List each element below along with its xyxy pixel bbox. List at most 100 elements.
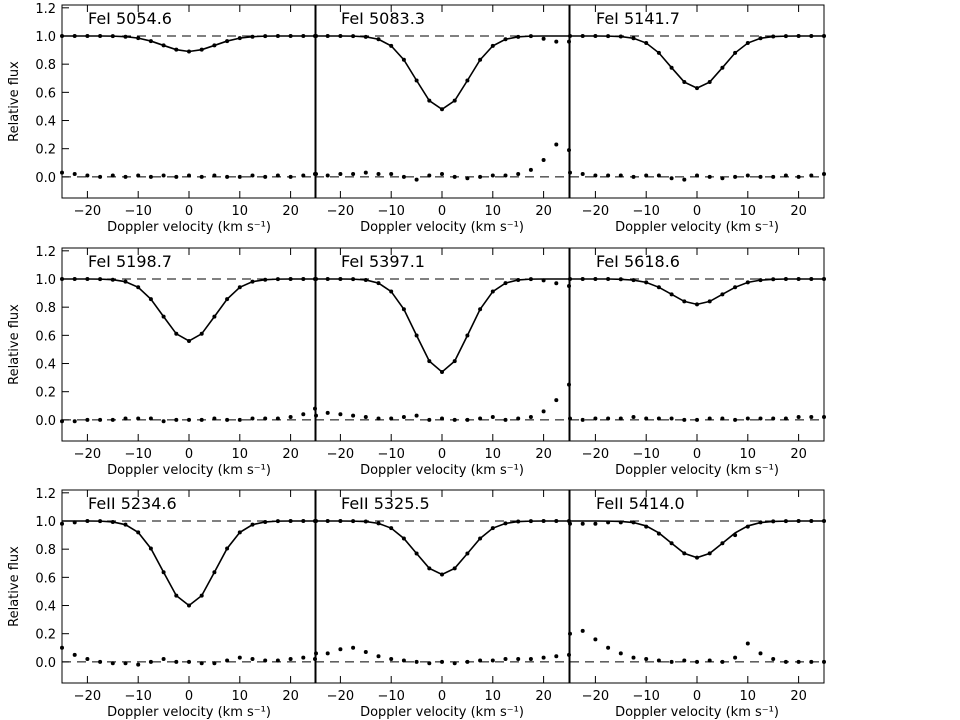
data-point bbox=[452, 661, 457, 666]
data-point bbox=[440, 659, 444, 664]
data-point bbox=[796, 276, 801, 281]
data-point bbox=[771, 174, 776, 179]
data-point bbox=[631, 520, 636, 525]
x-tick-label: 0 bbox=[185, 447, 193, 462]
data-point bbox=[452, 359, 457, 364]
data-point bbox=[669, 65, 674, 70]
data-point bbox=[490, 526, 495, 531]
data-point bbox=[98, 659, 103, 664]
x-tick-label: 10 bbox=[740, 204, 757, 219]
data-point bbox=[478, 57, 483, 62]
data-point bbox=[478, 307, 483, 312]
data-point bbox=[351, 172, 356, 177]
data-point bbox=[593, 173, 598, 178]
data-point bbox=[427, 173, 432, 178]
data-point bbox=[465, 333, 470, 338]
data-point bbox=[250, 173, 255, 178]
data-point bbox=[351, 645, 356, 650]
data-point bbox=[60, 33, 64, 38]
x-tick-label: −10 bbox=[124, 689, 151, 704]
data-point bbox=[631, 174, 636, 179]
data-point bbox=[401, 57, 406, 62]
data-point bbox=[809, 276, 814, 281]
data-point bbox=[313, 406, 317, 411]
data-point bbox=[440, 107, 444, 112]
x-tick-label: 0 bbox=[438, 689, 446, 704]
data-point bbox=[452, 174, 457, 179]
data-point bbox=[516, 416, 521, 421]
data-point bbox=[85, 33, 90, 38]
data-point bbox=[351, 413, 356, 418]
data-point bbox=[110, 277, 115, 282]
data-point bbox=[301, 173, 306, 178]
y-tick-label: 1.0 bbox=[35, 273, 56, 288]
data-point bbox=[148, 546, 153, 551]
x-tick-label: −10 bbox=[377, 204, 404, 219]
data-point bbox=[401, 307, 406, 312]
data-point bbox=[414, 551, 419, 556]
data-point bbox=[148, 297, 153, 302]
data-point bbox=[275, 33, 280, 38]
data-point bbox=[110, 661, 115, 666]
data-point bbox=[516, 172, 521, 177]
data-point bbox=[695, 555, 699, 560]
data-point bbox=[707, 658, 712, 663]
data-point bbox=[796, 659, 801, 664]
data-point bbox=[809, 415, 814, 420]
data-point bbox=[490, 173, 495, 178]
data-point bbox=[618, 520, 623, 525]
y-tick-label: 0.2 bbox=[35, 386, 56, 401]
data-point bbox=[325, 276, 330, 281]
x-tick-label: 0 bbox=[693, 204, 701, 219]
data-point bbox=[237, 655, 242, 660]
data-point bbox=[427, 661, 432, 666]
data-point bbox=[263, 416, 268, 421]
data-point bbox=[250, 416, 255, 421]
model-line bbox=[62, 35, 316, 53]
data-point bbox=[707, 551, 712, 556]
data-point bbox=[796, 33, 801, 38]
data-point bbox=[136, 285, 141, 290]
data-point bbox=[301, 655, 306, 660]
data-point bbox=[796, 518, 801, 523]
plot-frame bbox=[569, 489, 825, 684]
data-point bbox=[503, 657, 508, 662]
data-point bbox=[98, 174, 103, 179]
data-point bbox=[237, 285, 242, 290]
panel-title: FeII 5414.0 bbox=[596, 494, 685, 513]
x-tick-label: 0 bbox=[438, 447, 446, 462]
data-point bbox=[503, 281, 508, 286]
data-point bbox=[682, 80, 687, 85]
data-point bbox=[414, 78, 419, 83]
data-point bbox=[593, 637, 598, 642]
x-axis-label: Doppler velocity (km s⁻¹) bbox=[615, 705, 779, 720]
data-point bbox=[669, 176, 674, 181]
model-line bbox=[570, 278, 824, 306]
data-point bbox=[85, 657, 90, 662]
data-point bbox=[60, 419, 64, 424]
data-point bbox=[288, 657, 293, 662]
data-point bbox=[338, 412, 343, 417]
data-point bbox=[528, 277, 533, 282]
data-point bbox=[376, 521, 381, 526]
x-tick-label: 20 bbox=[790, 689, 807, 704]
data-point bbox=[376, 281, 381, 286]
data-point bbox=[376, 654, 381, 659]
data-point bbox=[809, 518, 814, 523]
y-tick-label: 0.4 bbox=[35, 358, 56, 373]
x-tick-label: 20 bbox=[282, 447, 299, 462]
data-point bbox=[796, 174, 801, 179]
x-tick-label: 0 bbox=[185, 689, 193, 704]
data-point bbox=[822, 659, 826, 664]
data-point bbox=[503, 417, 508, 422]
data-point bbox=[199, 593, 204, 598]
data-point bbox=[606, 645, 611, 650]
data-point bbox=[568, 631, 572, 636]
data-point bbox=[301, 412, 306, 417]
data-point bbox=[771, 34, 776, 39]
data-point bbox=[187, 603, 191, 608]
x-tick-label: 20 bbox=[535, 689, 552, 704]
data-point bbox=[110, 519, 115, 524]
data-point bbox=[618, 277, 623, 282]
data-point bbox=[225, 417, 230, 422]
